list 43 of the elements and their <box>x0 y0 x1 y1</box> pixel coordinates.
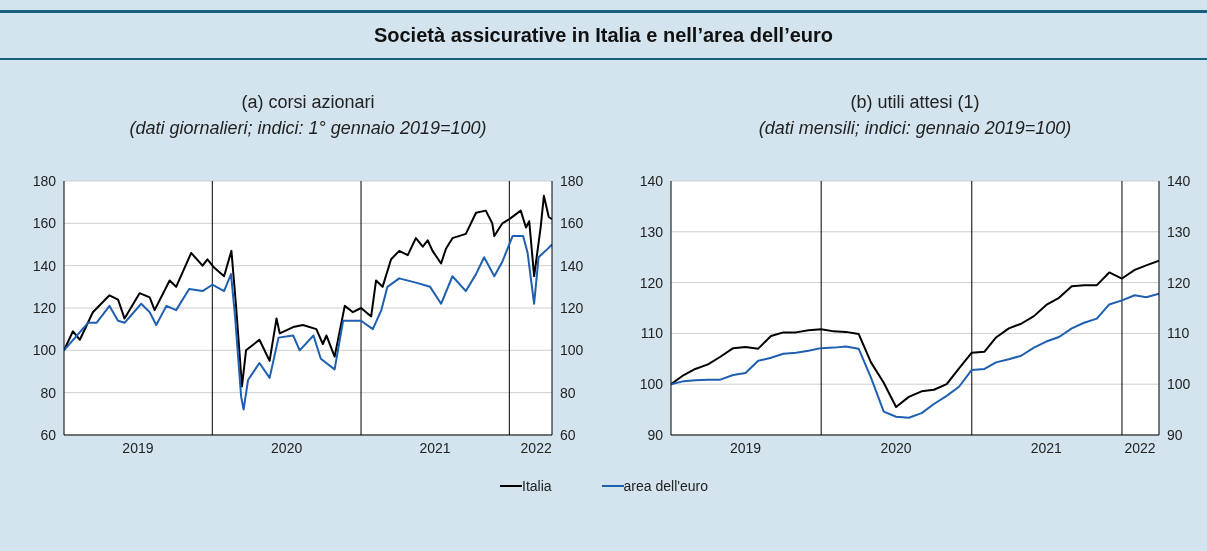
x-tick-label: 2020 <box>271 439 303 456</box>
y-tick-label: 110 <box>640 325 664 342</box>
y2-tick-label: 100 <box>560 342 584 359</box>
y2-tick-label: 160 <box>560 215 584 232</box>
y2-tick-label: 140 <box>1167 172 1191 189</box>
y2-tick-label: 130 <box>1167 223 1191 240</box>
x-tick-label: 2019 <box>729 439 762 456</box>
chart-subtitle: (dati giornalieri; indici: 1° gennaio 2019=100) <box>128 118 488 139</box>
legend-label: Italia <box>522 478 552 494</box>
y-tick-label: 180 <box>32 172 57 189</box>
y-tick-label: 100 <box>32 342 57 359</box>
y2-tick-label: 120 <box>560 299 584 316</box>
y-tick-label: 130 <box>639 223 664 240</box>
y2-tick-label: 140 <box>560 257 584 274</box>
x-tick-label: 2021 <box>1030 439 1063 456</box>
x-tick-label: 2021 <box>419 439 451 456</box>
x-tick-label: 2022 <box>1124 439 1156 456</box>
y-tick-label: 80 <box>40 384 57 401</box>
line-series <box>64 235 552 411</box>
y-tick-label: 160 <box>32 215 57 232</box>
x-tick-label: 2019 <box>122 439 154 456</box>
y2-tick-label: 90 <box>1167 426 1183 443</box>
y-tick-label: 120 <box>32 299 57 316</box>
legend-label: area dell'euro <box>623 478 708 494</box>
y-tick-label: 140 <box>32 257 57 274</box>
y-tick-label: 120 <box>639 274 664 291</box>
y2-tick-label: 120 <box>1167 274 1191 291</box>
y2-tick-label: 110 <box>1167 325 1190 342</box>
y2-tick-label: 80 <box>560 384 576 401</box>
x-tick-label: 2020 <box>880 439 912 456</box>
y-tick-label: 100 <box>639 376 664 393</box>
x-tick-label: 2022 <box>520 439 552 456</box>
y-tick-label: 90 <box>647 426 664 443</box>
chart-subtitle: (dati mensili; indici: gennaio 2019=100) <box>757 118 1073 139</box>
y-tick-label: 140 <box>639 172 664 189</box>
y2-tick-label: 100 <box>1167 376 1191 393</box>
text: Società assicurative in Italia e nell’area dell’euro <box>0 13 1207 57</box>
y2-tick-label: 60 <box>560 426 576 443</box>
chart-title: (a) corsi azionari <box>240 92 376 113</box>
chart-title: (b) utili attesi (1) <box>849 92 981 113</box>
line-series <box>671 292 1159 419</box>
y-tick-label: 60 <box>40 426 57 443</box>
y2-tick-label: 180 <box>560 172 584 189</box>
